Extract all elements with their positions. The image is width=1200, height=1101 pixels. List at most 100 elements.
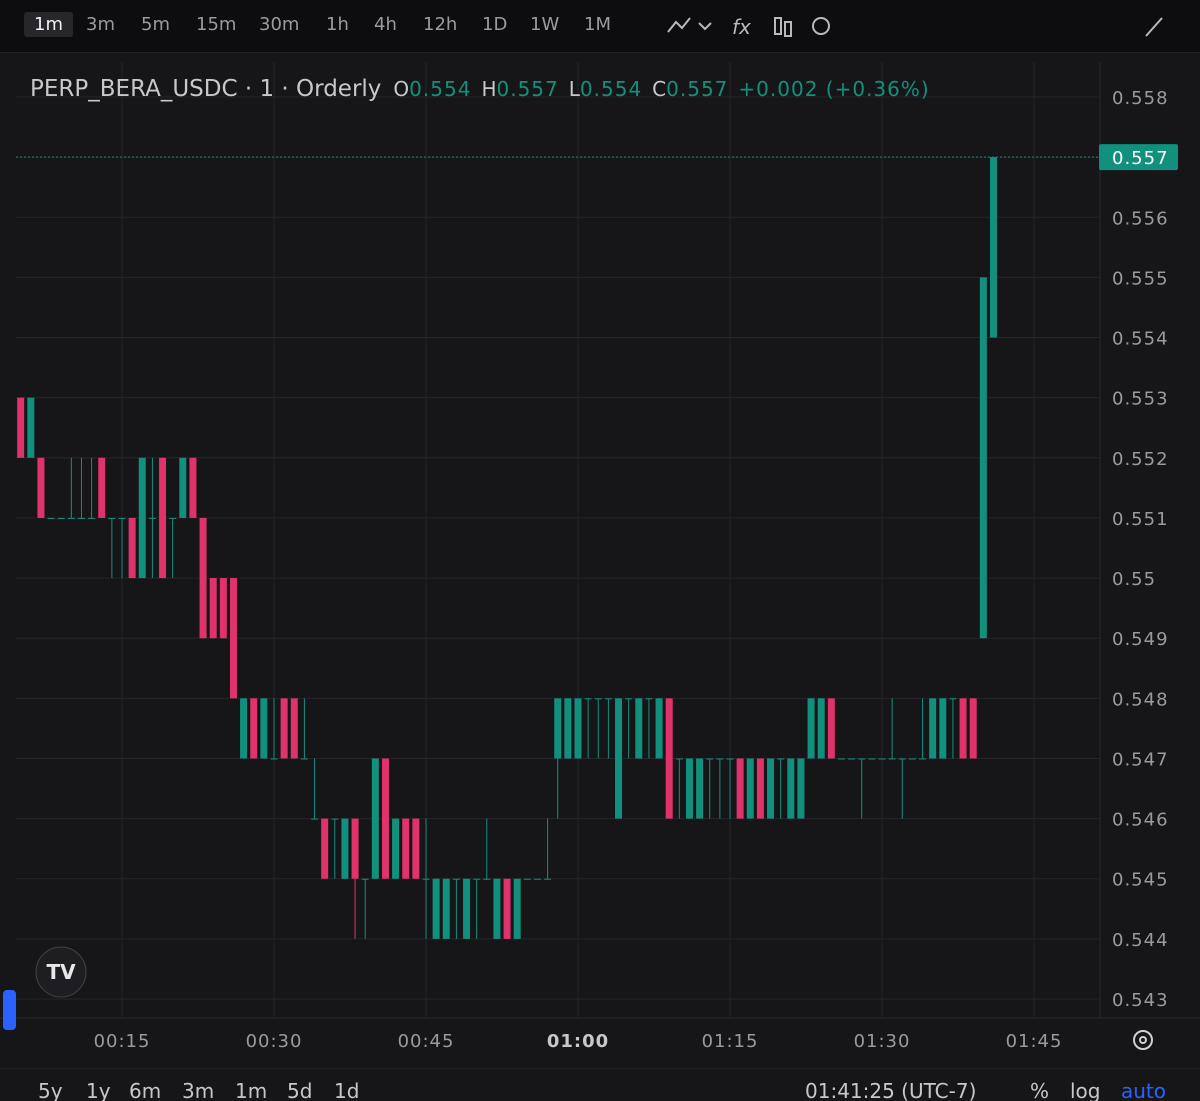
side-toggle[interactable] [3,990,16,1030]
range-button[interactable]: 1y [86,1079,111,1101]
candle-body [969,698,977,759]
candle-icon[interactable] [774,17,782,35]
candle-body [493,878,501,939]
range-button[interactable]: 1d [334,1079,360,1101]
interval-button[interactable]: 4h [374,14,397,35]
candle-body [979,277,987,639]
candle-body [959,698,967,759]
candle-body [311,818,319,820]
candle-body [463,878,471,939]
candle-body [159,457,167,579]
candle-body [17,397,25,458]
ohlc-value: 0.557 [496,77,558,101]
x-tick-label: 01:15 [702,1031,759,1052]
candle-body [665,698,673,819]
candle-body [57,517,65,519]
y-tick-label: 0.549 [1112,629,1169,650]
candle-body [503,878,511,939]
interval-button[interactable]: 1W [530,14,560,35]
candle-body [858,758,866,760]
interval-button[interactable]: 30m [259,14,300,35]
candle-body [300,758,308,760]
candle-body [381,758,389,879]
ohlc-key: L [569,77,581,101]
interval-button[interactable]: 1M [584,14,611,35]
candle-body [787,758,795,819]
fullscreen-icon[interactable] [1145,17,1163,37]
candle-body [696,758,704,819]
bottom-bar: 5y 1y 6m 3m 1m 5d 1d 01:41:25 (UTC-7)% log auto [0,1068,1200,1101]
candle-body [625,698,633,700]
settings-icon[interactable] [812,17,830,35]
interval-button[interactable]: 12h [423,14,458,35]
candle-body [219,578,227,639]
candle-body [827,698,835,759]
fx-icon[interactable]: fx [732,15,751,39]
dropdown-icon[interactable] [698,22,712,31]
candle-body [229,578,237,699]
candle-body [128,517,136,579]
candle-body [888,758,896,760]
ohlc-key: O [393,77,409,101]
candle-body [746,758,754,819]
y-tick-label: 0.55 [1112,569,1156,590]
candle-body [685,758,693,819]
interval-button[interactable]: 15m [196,14,237,35]
logo-text[interactable]: TV [46,960,76,984]
candle-body [929,698,937,759]
candle-icon[interactable] [784,21,792,37]
last-price-label: 0.557 [1112,148,1169,169]
toolbar-icons[interactable]: fx [667,15,1163,39]
candle-body [908,758,916,760]
candle-body [473,878,481,880]
range-button[interactable]: 6m [129,1079,162,1101]
candle-body [452,878,460,880]
candle-body [919,758,927,760]
y-tick-label: 0.555 [1112,268,1169,289]
candle-body [260,698,268,759]
candle-body [250,698,258,759]
candle-body [209,578,217,639]
candle-body [148,517,156,519]
x-tick-label: 01:30 [854,1031,911,1052]
x-tick-label: 01:45 [1006,1031,1063,1052]
settings-icon[interactable] [1133,1030,1153,1050]
candle-body [98,457,106,518]
candle-body [392,818,400,879]
candle-body [189,457,197,518]
range-button[interactable]: 3m [182,1079,215,1101]
candle-body [280,698,288,759]
chart: fx TV 0.558 0.557 0.556 0.555 0.554 0.553 0.55… [0,15,1200,1052]
change: +0.002 (+0.36%) [738,77,929,101]
candle-body [574,698,582,759]
interval-button[interactable]: 1m [24,12,73,37]
ohlc-key: C [652,77,666,101]
interval-button[interactable]: 3m [86,14,115,35]
y-tick-label: 0.552 [1112,449,1169,470]
x-tick-label: 01:00 [547,1031,609,1052]
chart-legend: PERP_BERA_USDC · 1 · Orderly O0.554 H0.557… [30,76,930,102]
candle-body [523,878,531,880]
range-button[interactable]: 1m [235,1079,268,1101]
indicator-icon[interactable] [667,17,691,33]
candle-body [77,517,85,519]
candle-body [655,698,663,759]
auto-toggle[interactable]: auto [1121,1079,1167,1101]
range-button[interactable]: 5y [38,1079,63,1101]
interval-button[interactable]: 1h [326,14,349,35]
interval-button[interactable]: 1D [482,14,508,35]
clock: 01:41:25 (UTC-7) [805,1079,977,1101]
candle-body [949,698,957,700]
interval-button[interactable]: 5m [141,14,170,35]
percent-toggle[interactable]: % [1030,1079,1050,1101]
y-tick-label: 0.546 [1112,810,1169,831]
y-tick-label: 0.545 [1112,870,1169,891]
candle-body [422,878,430,880]
logo[interactable] [35,946,87,998]
range-button[interactable]: 5d [287,1079,313,1101]
candle-body [442,878,450,939]
y-tick-label: 0.554 [1112,329,1169,350]
candle-body [675,758,683,760]
log-toggle[interactable]: log [1070,1079,1101,1101]
